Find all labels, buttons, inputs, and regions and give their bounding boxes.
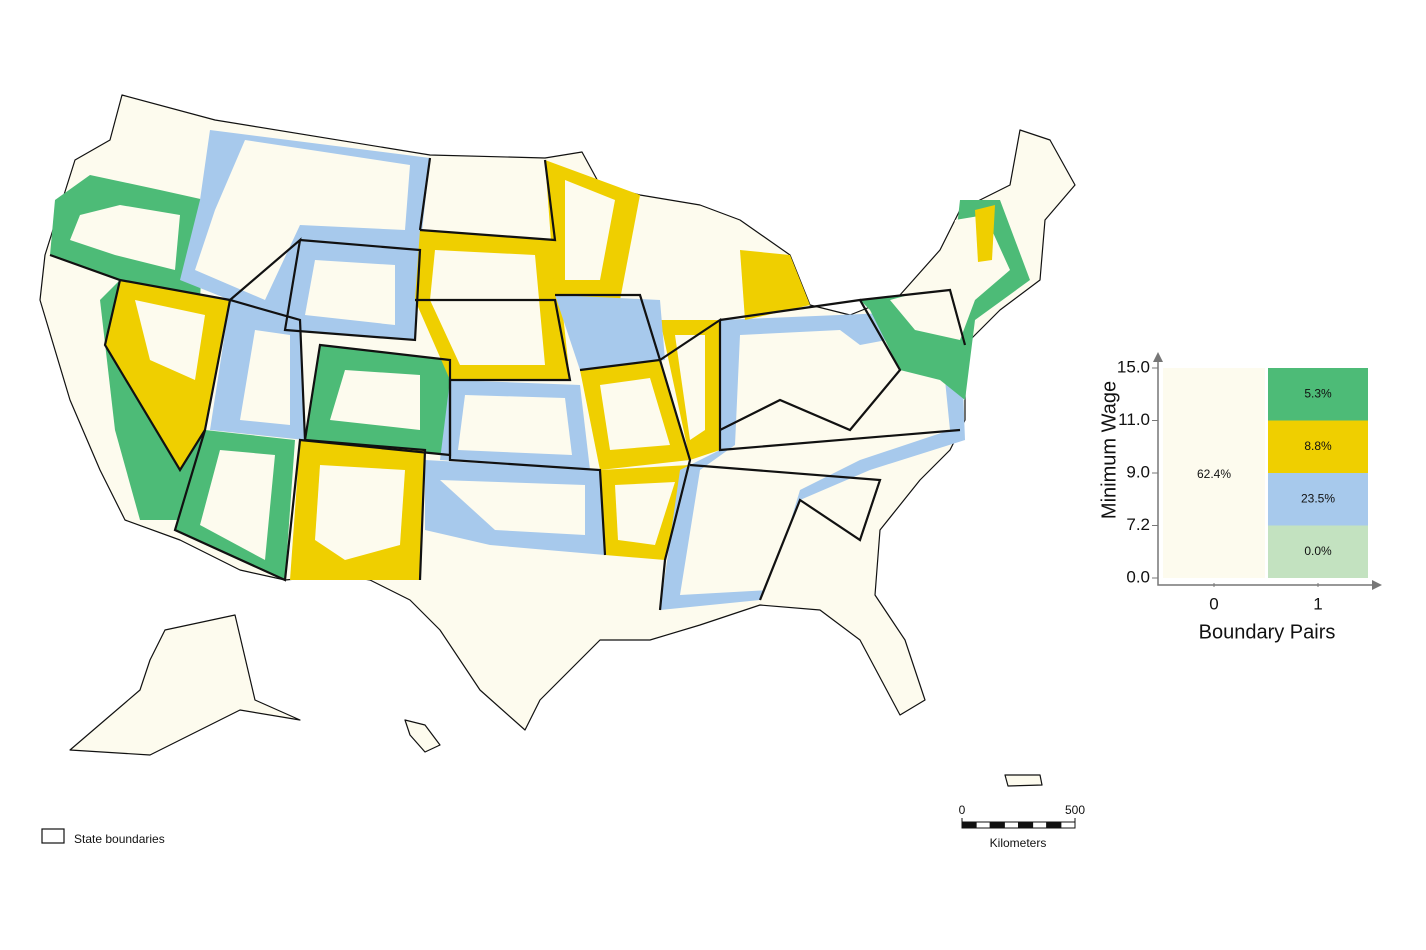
region-yellow — [975, 205, 995, 262]
scale-unit: Kilometers — [990, 836, 1047, 850]
y-tick-label: 15.0 — [1117, 357, 1150, 376]
x-tick-label: 1 — [1313, 594, 1322, 613]
cell-label: 23.5% — [1301, 491, 1335, 505]
y-axis-label: Minimum Wage — [1098, 381, 1120, 519]
cell-label: 62.4% — [1197, 467, 1231, 481]
cell-label: 8.8% — [1304, 439, 1332, 453]
x-tick-label: 0 — [1209, 594, 1218, 613]
region-interior — [600, 378, 670, 450]
legend-cell — [1268, 473, 1368, 526]
scale-bar: 0 500 — [959, 803, 1085, 829]
bivariate-legend: 62.4% 0.0% 23.5% 8.8% 5.3% 0.0 7.2 9.0 11.0 15.0 0… — [1117, 352, 1382, 613]
alaska — [69, 614, 301, 756]
region-interior — [680, 330, 950, 595]
us-map — [39, 94, 1076, 787]
region-interior — [200, 450, 275, 560]
region-blue — [555, 295, 665, 370]
scale-segment — [1018, 821, 1034, 829]
region-interior — [458, 395, 572, 455]
state-boundary — [555, 293, 692, 611]
region-interior — [615, 482, 675, 545]
state-boundary — [419, 159, 557, 242]
region-interior — [195, 140, 410, 300]
arrow — [1153, 352, 1163, 362]
cell-label: 5.3% — [1304, 386, 1332, 400]
state-boundary — [103, 279, 232, 473]
region-interior — [675, 335, 705, 440]
scale-segment — [975, 821, 991, 829]
scale-tick-label: 0 — [959, 803, 966, 817]
cell-label: 0.0% — [1304, 544, 1332, 558]
region-interior — [315, 465, 405, 560]
y-tick-label: 0.0 — [1126, 567, 1150, 586]
scale-segment — [1003, 821, 1019, 829]
region-interior — [70, 205, 180, 270]
state-boundary — [229, 237, 422, 342]
scale-segment — [1046, 821, 1062, 829]
region-interior — [305, 260, 395, 325]
legend-cell — [1163, 368, 1265, 578]
region-interior — [240, 330, 290, 425]
arrow — [1372, 580, 1382, 590]
axes — [1157, 358, 1378, 586]
legend-cell — [1268, 368, 1368, 421]
legend-cell — [1268, 525, 1368, 578]
region-interior — [135, 300, 205, 380]
scale-tick-label: 500 — [1065, 803, 1085, 817]
scale-segment — [1032, 821, 1048, 829]
hawaii — [404, 719, 441, 753]
region-interior — [440, 480, 585, 535]
state-boundary — [859, 288, 967, 346]
scale-segment — [961, 821, 977, 829]
y-tick-label: 9.0 — [1126, 462, 1150, 481]
region-interior — [430, 250, 545, 365]
scale-segment — [989, 821, 1005, 829]
region-interior — [330, 370, 420, 430]
legend-swatch — [41, 828, 65, 844]
scale-segment — [1060, 821, 1076, 829]
state-boundary — [719, 298, 902, 432]
y-tick-label: 7.2 — [1126, 515, 1150, 534]
y-tick-label: 11.0 — [1118, 410, 1150, 429]
legend-cell — [1268, 420, 1368, 473]
map-legend-label: State boundaries — [74, 832, 165, 846]
state-boundary — [689, 463, 882, 601]
region-interior — [565, 180, 615, 280]
state-boundary — [173, 343, 452, 582]
x-axis-label: Boundary Pairs — [1199, 621, 1336, 643]
puerto-rico — [1004, 774, 1043, 787]
state-boundary — [415, 298, 607, 556]
state-boundary — [418, 157, 432, 231]
region-yellow — [740, 250, 810, 320]
